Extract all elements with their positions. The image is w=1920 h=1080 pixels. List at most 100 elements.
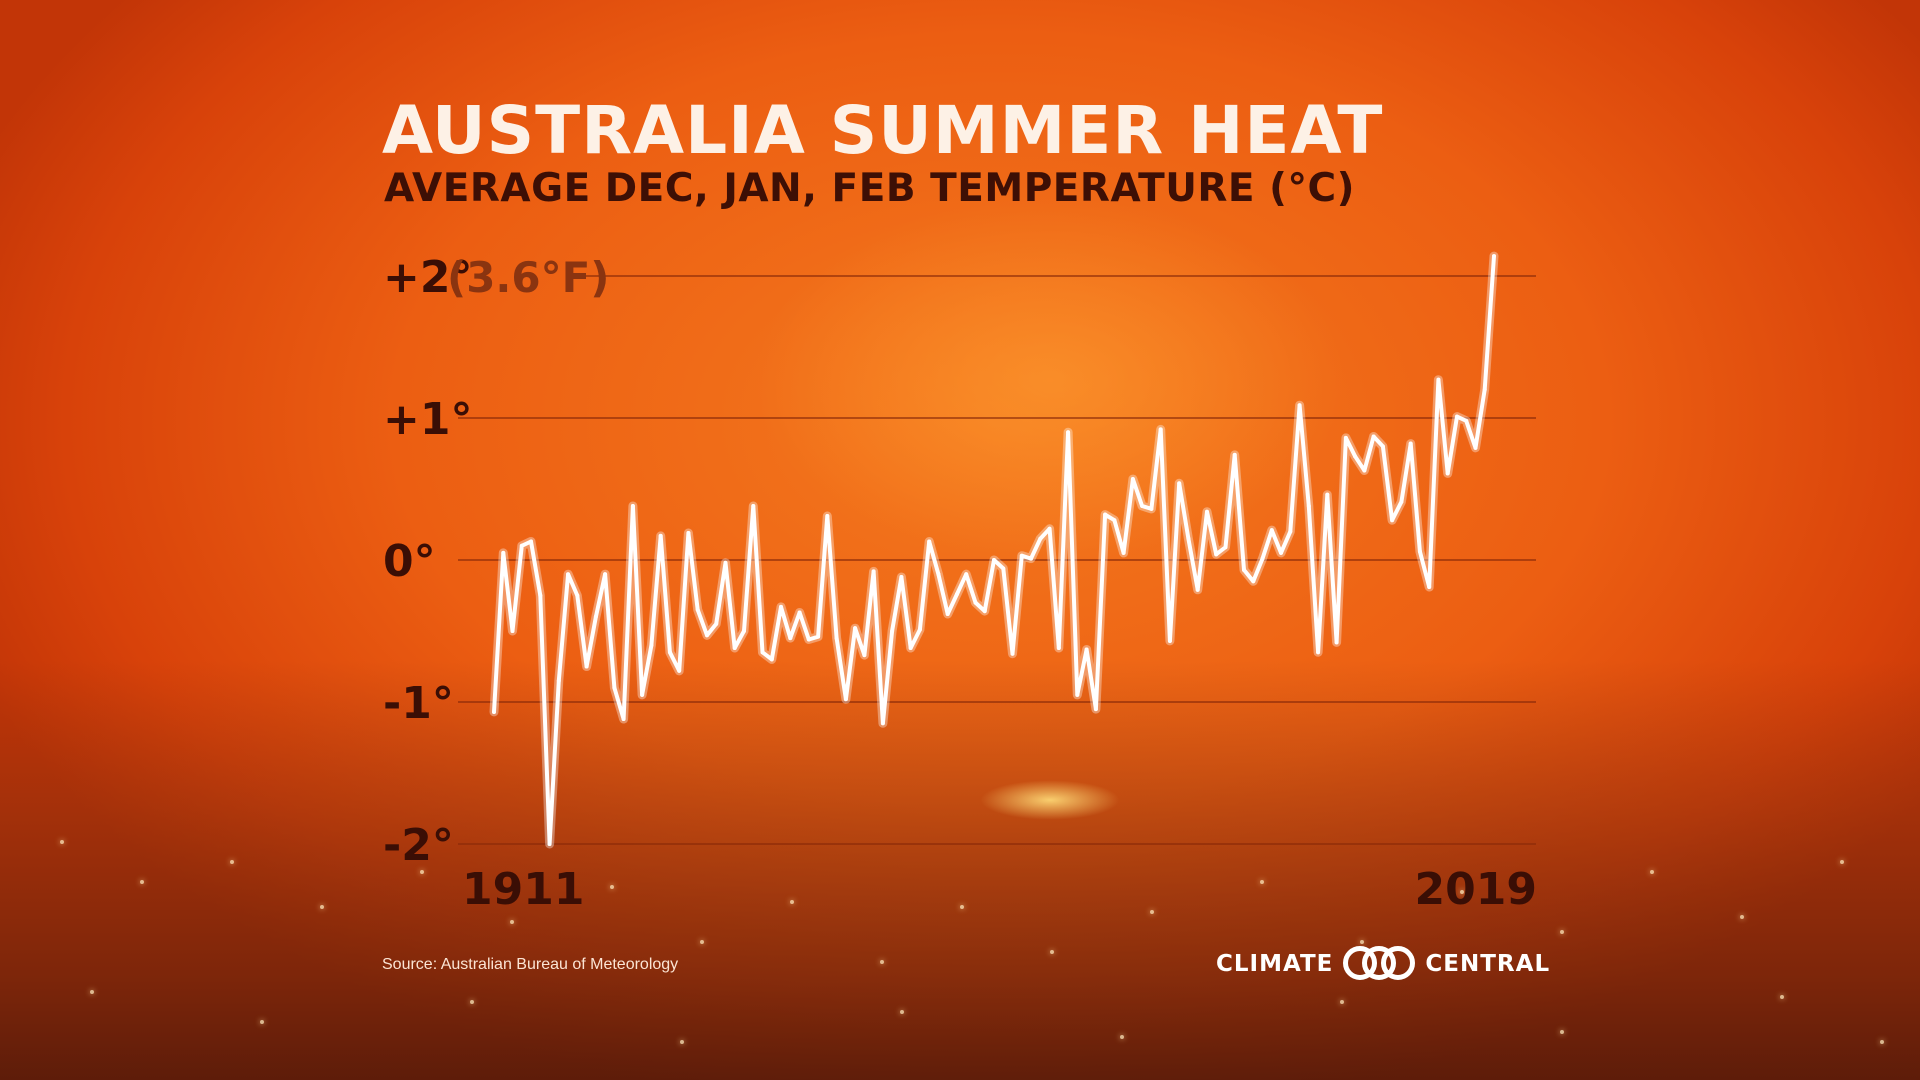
- climate-central-logo[interactable]: CLIMATE CENTRAL: [1216, 940, 1550, 988]
- chart-subtitle: AVERAGE DEC, JAN, FEB TEMPERATURE (°C): [384, 166, 1355, 211]
- data-point: [1047, 526, 1052, 531]
- data-point: [945, 611, 950, 616]
- logo-left-word: CLIMATE: [1216, 951, 1334, 977]
- data-point: [954, 592, 959, 597]
- data-point: [1158, 427, 1163, 432]
- data-point: [1492, 254, 1496, 259]
- data-point: [788, 636, 793, 641]
- data-point: [1223, 545, 1228, 550]
- x-tick-label: 1911: [462, 864, 584, 915]
- data-point: [1093, 707, 1098, 712]
- data-point: [695, 607, 700, 612]
- data-point: [612, 685, 617, 690]
- data-point: [723, 560, 728, 565]
- data-point: [658, 533, 663, 538]
- data-point: [862, 653, 867, 658]
- data-point: [1408, 441, 1413, 446]
- data-point: [1010, 651, 1015, 656]
- data-point: [1325, 492, 1330, 497]
- data-point: [492, 709, 496, 714]
- data-point: [1399, 499, 1404, 504]
- data-point: [1380, 444, 1385, 449]
- data-point: [992, 558, 996, 562]
- data-point: [899, 575, 904, 580]
- data-point: [714, 621, 719, 626]
- data-point: [1482, 387, 1487, 392]
- data-point: [1149, 506, 1154, 511]
- source-note: Source: Australian Bureau of Meteorology: [382, 956, 679, 973]
- data-point: [1362, 468, 1367, 473]
- data-point: [1288, 529, 1293, 534]
- data-point: [871, 569, 876, 574]
- data-point: [1464, 418, 1469, 423]
- data-point: [677, 668, 682, 673]
- data-point: [908, 646, 913, 651]
- data-point: [853, 626, 858, 631]
- data-point: [1204, 509, 1209, 514]
- data-point: [917, 627, 922, 632]
- horizon-glow: [980, 780, 1120, 820]
- data-point: [1390, 518, 1395, 523]
- data-point: [936, 572, 941, 577]
- data-point: [1186, 536, 1191, 541]
- data-point: [816, 634, 821, 639]
- data-point: [927, 539, 932, 544]
- y-tick-label: +2°: [383, 252, 472, 303]
- chart-title: AUSTRALIA SUMMER HEAT: [382, 92, 1384, 169]
- data-point: [964, 572, 969, 577]
- data-point: [834, 636, 839, 641]
- data-point: [1306, 504, 1311, 509]
- logo-rings-icon: [1343, 944, 1416, 984]
- data-point: [973, 600, 978, 605]
- data-point: [825, 513, 830, 518]
- x-axis-ticks: 1911 2019: [462, 864, 1537, 915]
- x-tick-label: 2019: [1415, 864, 1537, 915]
- data-point: [1177, 481, 1182, 486]
- data-point: [760, 650, 765, 655]
- series-group: [489, 251, 1499, 849]
- y-axis-ticks: +2°(3.6°F) +1° 0° -1° -2°: [383, 252, 609, 871]
- data-point: [1075, 692, 1080, 697]
- data-point: [1260, 556, 1265, 561]
- data-point: [1112, 518, 1117, 523]
- data-point: [1454, 414, 1459, 419]
- data-point: [880, 721, 885, 726]
- data-point: [704, 633, 709, 638]
- data-point: [1427, 584, 1432, 589]
- series-line-glow: [489, 251, 1499, 849]
- data-point: [538, 593, 543, 598]
- data-point: [575, 593, 580, 598]
- data-point: [519, 543, 524, 548]
- data-point: [529, 539, 534, 544]
- data-point: [1084, 647, 1089, 652]
- data-point: [686, 531, 691, 536]
- data-point: [603, 572, 608, 577]
- data-point: [732, 646, 737, 651]
- data-point: [751, 504, 756, 509]
- data-point: [566, 572, 571, 577]
- y-tick-label: -1°: [383, 678, 454, 729]
- data-point: [843, 697, 848, 702]
- data-point: [547, 842, 552, 846]
- data-point: [1121, 550, 1126, 555]
- data-point: [621, 717, 626, 722]
- y-tick-label: +1°: [383, 394, 472, 445]
- data-point: [1279, 550, 1284, 555]
- data-point: [806, 637, 811, 642]
- data-point: [630, 504, 635, 509]
- data-point: [1195, 587, 1200, 592]
- data-point: [1103, 512, 1108, 517]
- data-point: [1019, 553, 1024, 558]
- data-point: [1251, 579, 1256, 584]
- data-point: [1232, 452, 1237, 457]
- logo-right-word: CENTRAL: [1425, 951, 1551, 977]
- data-point: [1343, 435, 1348, 440]
- data-point: [667, 650, 672, 655]
- data-point: [797, 610, 802, 615]
- data-point: [1445, 471, 1450, 476]
- data-point: [1242, 567, 1246, 572]
- data-point: [1316, 650, 1321, 655]
- data-point: [510, 629, 515, 633]
- data-point: [1056, 646, 1061, 651]
- data-point: [501, 550, 506, 555]
